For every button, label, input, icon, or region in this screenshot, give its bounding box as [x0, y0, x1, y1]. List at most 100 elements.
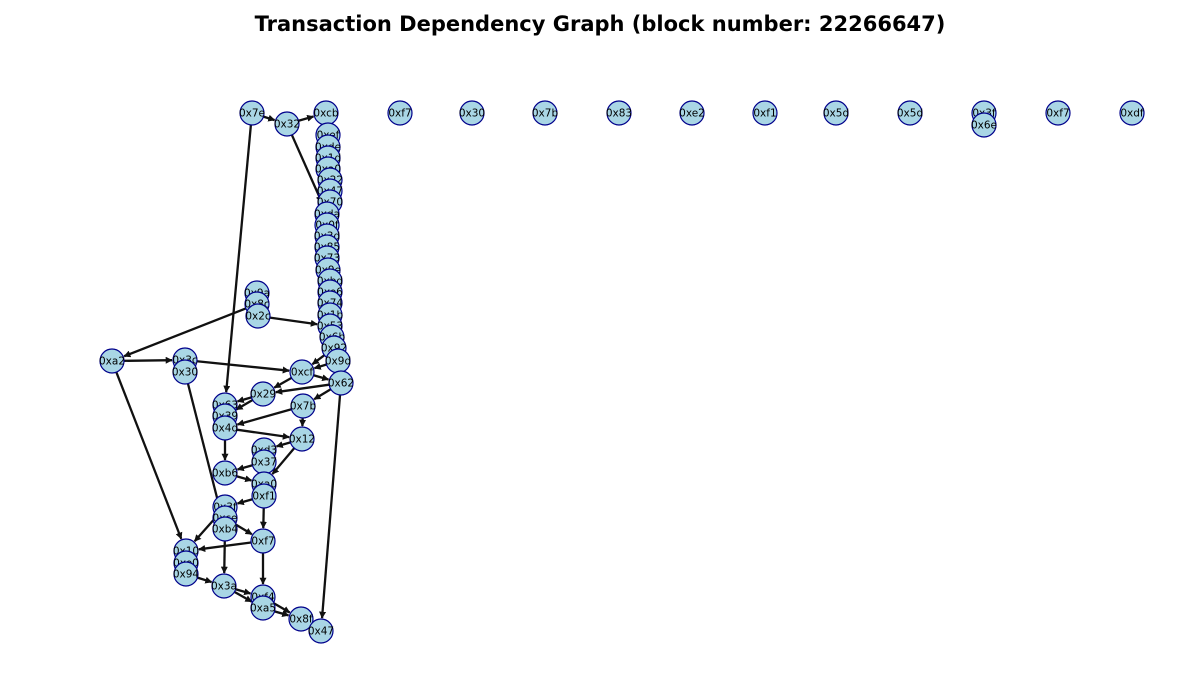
node-circle[interactable]	[251, 483, 277, 509]
edge-f2-g1	[196, 360, 290, 374]
graph-node[interactable]: 0x5d	[823, 100, 849, 126]
graph-node[interactable]: 0x9d	[325, 348, 351, 374]
node-circle[interactable]	[173, 561, 199, 587]
edge-g2-h1	[236, 396, 252, 403]
edge-k2-l1	[234, 523, 253, 536]
edge-j1-j2	[236, 475, 253, 483]
node-circle[interactable]	[1119, 100, 1145, 126]
edge-i1-i2	[275, 441, 291, 448]
edge-o1-o2	[235, 588, 252, 596]
graph-node[interactable]: 0x29	[250, 381, 276, 407]
node-label: 0x12	[289, 434, 315, 446]
graph-node[interactable]: 0xf1	[251, 483, 277, 509]
edge-e3-c18	[269, 316, 318, 327]
node-circle[interactable]	[172, 359, 198, 385]
node-circle[interactable]	[897, 100, 923, 126]
node-circle[interactable]	[212, 516, 238, 542]
edge-g1-d2	[313, 374, 330, 382]
node-circle[interactable]	[289, 426, 315, 452]
graph-node[interactable]: 0x5d	[897, 100, 923, 126]
graph-node[interactable]: 0xb4	[212, 516, 239, 542]
node-label: 0xf7	[1046, 108, 1069, 120]
graph-node[interactable]: 0xcf	[289, 359, 315, 385]
graph-node[interactable]: 0xb6	[212, 460, 239, 486]
graph-node[interactable]: 0x4d	[212, 415, 238, 441]
edge-m3-o1	[197, 576, 213, 584]
graph-node[interactable]: 0xcb	[313, 100, 339, 126]
node-circle[interactable]	[212, 460, 238, 486]
node-circle[interactable]	[250, 381, 276, 407]
edge-n1-h1	[223, 124, 253, 393]
node-circle[interactable]	[679, 100, 705, 126]
graph-node[interactable]: 0x37	[251, 449, 277, 475]
node-circle[interactable]	[606, 100, 632, 126]
edge-j3-k1	[236, 498, 253, 506]
node-circle[interactable]	[99, 348, 125, 374]
graph-node[interactable]: 0xe2	[679, 100, 705, 126]
graph-node[interactable]: 0xa2	[99, 348, 125, 374]
node-circle[interactable]	[752, 100, 778, 126]
node-label: 0x30	[459, 108, 485, 120]
node-circle[interactable]	[274, 111, 300, 137]
graph-node[interactable]: 0xf7	[1045, 100, 1071, 126]
graph-node[interactable]: 0xf7	[250, 528, 276, 554]
node-label: 0x32	[274, 119, 300, 131]
graph-node[interactable]: 0x62	[328, 370, 354, 396]
node-circle[interactable]	[239, 100, 265, 126]
node-label: 0xe2	[679, 108, 705, 120]
graph-node[interactable]: 0x83	[606, 100, 632, 126]
node-circle[interactable]	[308, 618, 334, 644]
node-label: 0xf7	[388, 108, 411, 120]
node-circle[interactable]	[212, 415, 238, 441]
node-circle[interactable]	[211, 573, 237, 599]
node-circle[interactable]	[328, 370, 354, 396]
graph-node[interactable]: 0x30	[459, 100, 485, 126]
graph-node[interactable]: 0x3a	[211, 573, 237, 599]
node-label: 0x6e	[971, 120, 997, 132]
node-label: 0x83	[606, 108, 632, 120]
graph-node[interactable]: 0x2c	[245, 303, 271, 329]
node-circle[interactable]	[250, 595, 276, 621]
edge-g3-h3	[236, 408, 292, 427]
edges-layer	[115, 114, 342, 619]
edge-i1-j2	[271, 447, 296, 475]
graph-node[interactable]: 0x7e	[239, 100, 265, 126]
graph-node[interactable]: 0xa5	[250, 595, 276, 621]
graph-node[interactable]: 0xf7	[387, 100, 413, 126]
node-circle[interactable]	[823, 100, 849, 126]
node-label: 0xf1	[753, 108, 776, 120]
graph-node[interactable]: 0xf1	[752, 100, 778, 126]
edge-d2-o5	[319, 394, 342, 619]
node-label: 0xb4	[212, 524, 239, 536]
graph-node[interactable]: 0x8f	[288, 606, 314, 632]
node-circle[interactable]	[289, 359, 315, 385]
node-circle[interactable]	[1045, 100, 1071, 126]
node-circle[interactable]	[250, 528, 276, 554]
node-circle[interactable]	[288, 606, 314, 632]
node-label: 0x2c	[245, 311, 271, 323]
node-label: 0xa5	[250, 603, 276, 615]
node-label: 0xb6	[212, 468, 239, 480]
graph-node[interactable]: 0x30	[172, 359, 198, 385]
graph-node[interactable]: 0x12	[289, 426, 315, 452]
graph-node[interactable]: 0x32	[274, 111, 300, 137]
graph-node[interactable]: 0x7b	[290, 393, 317, 419]
node-circle[interactable]	[971, 112, 997, 138]
node-circle[interactable]	[387, 100, 413, 126]
edge-g1-g2	[273, 376, 293, 389]
node-label: 0x3a	[211, 581, 237, 593]
node-circle[interactable]	[459, 100, 485, 126]
graph-node[interactable]: 0x47	[308, 618, 334, 644]
graph-node[interactable]: 0x94	[173, 561, 200, 587]
node-circle[interactable]	[245, 303, 271, 329]
edge-f3-k3	[186, 383, 224, 518]
edge-n2-c8	[290, 134, 323, 203]
graph-node[interactable]: 0xdf	[1119, 100, 1145, 126]
node-label: 0x7b	[532, 108, 559, 120]
graph-node[interactable]: 0x7b	[532, 100, 559, 126]
node-circle[interactable]	[290, 393, 316, 419]
graph-node[interactable]: 0x6e	[971, 112, 997, 138]
edge-g2-h2	[235, 399, 254, 411]
node-circle[interactable]	[532, 100, 558, 126]
node-label: 0x62	[328, 378, 354, 390]
